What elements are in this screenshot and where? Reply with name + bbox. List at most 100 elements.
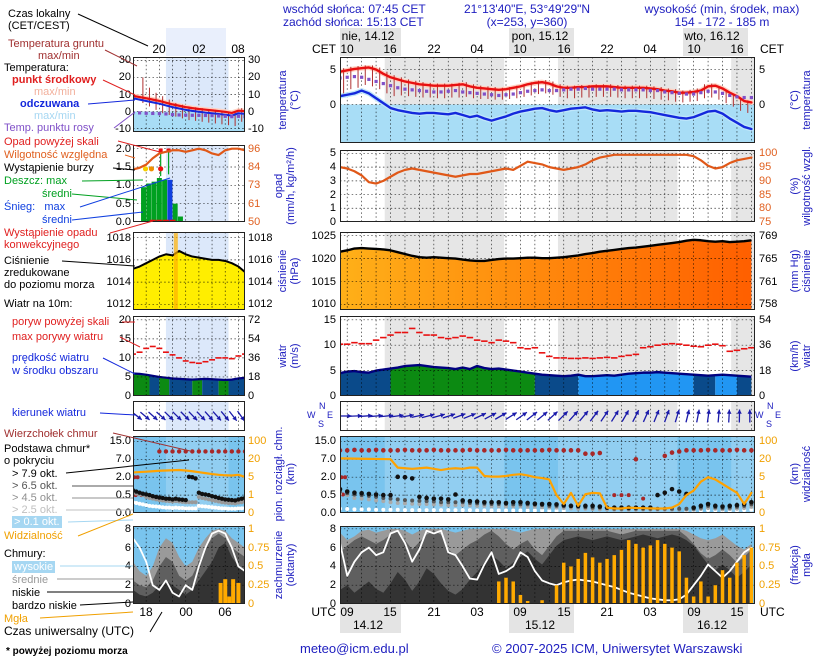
legend-item: w środku obszaru xyxy=(12,365,99,377)
label: 10 xyxy=(687,42,701,56)
axis-tick: 0 xyxy=(329,98,336,111)
label: 09 xyxy=(687,605,701,619)
altitude-info: wysokość (min, środek, max) 154 - 172 - … xyxy=(628,3,816,29)
axis-tick: 0.75 xyxy=(759,541,781,554)
axis-tick: 6 xyxy=(124,541,131,554)
legend-item: max/min xyxy=(34,86,76,98)
label: nie, 14.12 xyxy=(341,29,395,43)
legend-item: > 6.5 okt. xyxy=(12,480,58,492)
axis-tick: 0 xyxy=(759,507,766,519)
mini-wind-chart xyxy=(133,316,245,396)
axis-tick: 3 xyxy=(329,174,336,187)
legend-item: średni xyxy=(42,214,72,226)
axis-tick: 5 xyxy=(329,147,336,160)
axis-tick: 18 xyxy=(759,364,772,377)
legend-item: średni xyxy=(42,188,72,200)
label: 10 xyxy=(513,42,527,56)
legend-item: Ciśnienie xyxy=(4,255,50,267)
legend-item: Temperatura: xyxy=(4,62,69,74)
copyright-text: © 2007-2025 ICM, Uniwersytet Warszawski xyxy=(492,641,743,656)
legend-item: Temp. punktu rosy xyxy=(4,122,94,134)
sunset-text: zachód słońca: 15:13 CET xyxy=(283,15,424,29)
day-band xyxy=(683,28,748,56)
axis-tick: 0.0 xyxy=(320,507,336,519)
axis-tick: 100 xyxy=(759,147,778,160)
axis-tick: 1 xyxy=(759,489,766,502)
legend-item: do poziomu morza xyxy=(4,279,95,291)
axis-tick: 54 xyxy=(248,332,261,345)
label: CET xyxy=(760,42,784,56)
label: 22 xyxy=(427,42,441,56)
label: 15 xyxy=(730,605,744,619)
label: N xyxy=(767,401,774,411)
axis-tick: 100 xyxy=(248,435,267,448)
axis-tick: 20 xyxy=(118,313,131,326)
axis-tick: -10 xyxy=(115,122,131,135)
axis-tick: 7.0 xyxy=(320,453,336,466)
axis-tick: 36 xyxy=(248,351,261,364)
axis-tick: 1 xyxy=(759,522,766,535)
legend-item: bardzo niskie xyxy=(12,600,77,612)
label: 08 xyxy=(231,42,245,56)
legend-item: Temperatura gruntu xyxy=(8,38,104,50)
axis-tick: 0.25 xyxy=(248,579,270,592)
legend-item: średnie xyxy=(12,574,49,586)
axis-tick: 0 xyxy=(248,507,255,519)
label: 18 xyxy=(139,605,153,619)
label: 15 xyxy=(383,605,397,619)
coords-text: 21°13'40"E, 53°49'29"N xyxy=(463,2,591,16)
label: 21 xyxy=(427,605,441,619)
axis-tick: 4 xyxy=(329,161,336,174)
axis-tick: 7.0 xyxy=(115,453,131,466)
label: 00 xyxy=(179,605,193,619)
label: zachmurzenie (oktanty) xyxy=(273,530,297,600)
label: wto, 16.12 xyxy=(684,29,740,43)
axis-tick: 6 xyxy=(329,541,336,554)
legend-item: Opad powyżej skali xyxy=(4,136,99,148)
legend-item: o pokryciu xyxy=(4,455,55,467)
axis-tick: 1 xyxy=(329,202,336,215)
label: S xyxy=(766,419,773,429)
axis-tick: 1016 xyxy=(106,253,131,266)
legend-item: max/min xyxy=(38,50,80,62)
legend-item: Wilgotność względna xyxy=(4,149,108,161)
label: E xyxy=(775,410,782,420)
axis-tick: 0.5 xyxy=(320,489,336,502)
axis-tick: 0 xyxy=(329,390,336,402)
axis-tick: 1.5 xyxy=(115,161,131,173)
axis-tick: 50 xyxy=(248,216,261,228)
axis-tick: 761 xyxy=(759,275,778,288)
axis-tick: 1010 xyxy=(311,298,336,311)
label: (frakcja) mgła xyxy=(789,545,813,585)
axis-tick: 4 xyxy=(124,560,131,573)
legend-item: (CET/CEST) xyxy=(8,20,70,32)
axis-tick: 1020 xyxy=(311,252,336,265)
axis-tick: 0.75 xyxy=(248,541,270,554)
axis-tick: 1 xyxy=(248,489,255,502)
label: 16 xyxy=(383,42,397,56)
legend-item: prędkość wiatru xyxy=(12,352,90,364)
axis-tick: 1018 xyxy=(106,231,131,244)
legend-item: > 7.9 okt. xyxy=(12,468,58,480)
label: 09 xyxy=(513,605,527,619)
contact-email-link[interactable]: meteo@icm.edu.pl xyxy=(300,641,409,656)
legend-item: wysokie xyxy=(12,561,56,573)
legend-item: Wiatr na 10m: xyxy=(4,298,73,310)
label: CET xyxy=(312,42,336,56)
grid-point-text: (x=253, y=360) xyxy=(486,15,568,29)
axis-tick: 20 xyxy=(248,71,261,84)
mini-cloudcover-chart xyxy=(133,526,245,604)
mini-temperature-chart xyxy=(133,57,245,132)
label: 16.12 xyxy=(696,618,728,632)
day-band xyxy=(509,604,574,633)
axis-tick: 0.5 xyxy=(115,197,131,210)
label: UTC xyxy=(760,605,785,619)
altitude-label: wysokość (min, środek, max) xyxy=(644,2,800,16)
axis-tick: 30 xyxy=(118,54,131,67)
legend-item: max porywy wiatru xyxy=(12,331,104,343)
day-band xyxy=(340,604,401,633)
axis-tick: 0 xyxy=(124,105,131,118)
axis-tick: 0 xyxy=(248,105,255,118)
mini-pressure-chart xyxy=(133,232,245,310)
